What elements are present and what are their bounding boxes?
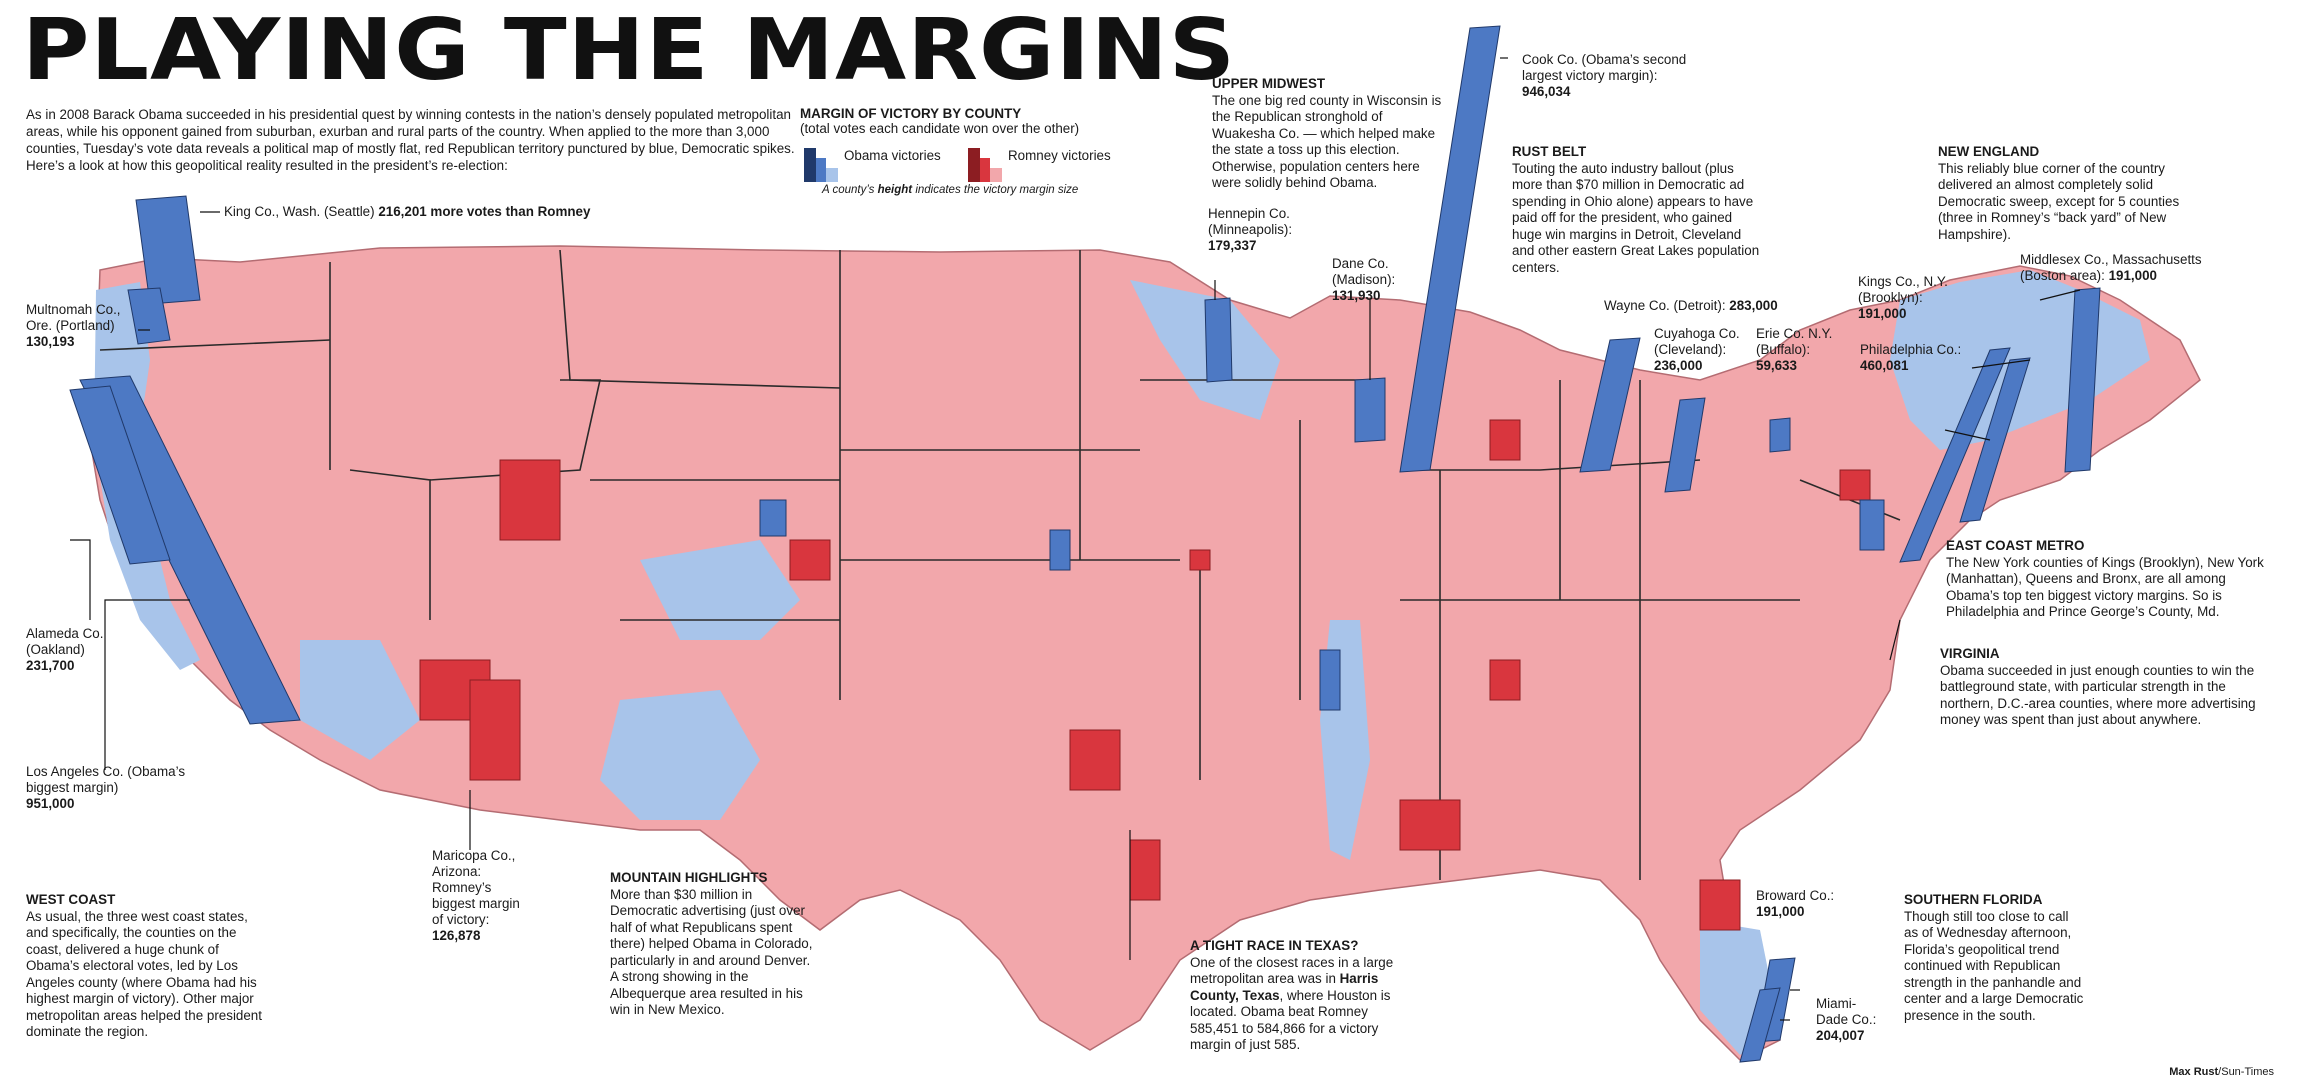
callout-hennepin-county: Hennepin Co. (Minneapolis): 179,337 bbox=[1208, 206, 1293, 253]
intro-paragraph: As in 2008 Barack Obama succeeded in his… bbox=[26, 107, 795, 173]
spike-wayne bbox=[1579, 337, 1641, 473]
spike-dane bbox=[1354, 377, 1386, 443]
note-upper-midwest: UPPER MIDWEST The one big red county in W… bbox=[1212, 76, 1442, 190]
callout-multnomah-county: Multnomah Co., Ore. (Portland) 130,193 bbox=[26, 302, 121, 349]
spike-hennepin bbox=[1204, 297, 1233, 383]
callout-maricopa-county: Maricopa Co., Arizona: Romney’s biggest … bbox=[432, 848, 520, 943]
callout-middlesex-county: Middlesex Co., Massachusetts (Boston are… bbox=[2020, 252, 2202, 283]
legend-title: MARGIN OF VICTORY BY COUNTY bbox=[800, 106, 1022, 121]
callout-philadelphia-county: Philadelphia Co.: 460,081 bbox=[1860, 342, 1962, 373]
obama-margin-spikes bbox=[69, 25, 2101, 1063]
callout-erie-county: Erie Co. N.Y. (Buffalo): 59,633 bbox=[1756, 326, 1833, 373]
note-west-coast: WEST COAST As usual, the three west coast… bbox=[26, 892, 262, 1039]
spike-kings bbox=[1959, 357, 2031, 523]
callout-cuyahoga-county: Cuyahoga Co. (Cleveland): 236,000 bbox=[1654, 326, 1740, 373]
note-mountain-highlights: MOUNTAIN HIGHLIGHTS More than $30 million… bbox=[610, 870, 813, 1017]
legend-romney-swatch bbox=[968, 148, 1002, 182]
callout-broward-county: Broward Co.: 191,000 bbox=[1756, 888, 1835, 919]
spike-erie bbox=[1769, 417, 1791, 453]
note-new-england: NEW ENGLAND This reliably blue corner of … bbox=[1938, 144, 2180, 242]
new-mexico-blue-region bbox=[600, 690, 760, 820]
legend-romney-label: Romney victories bbox=[1008, 148, 1111, 163]
spike-middlesex bbox=[2064, 287, 2101, 473]
note-virginia: VIRGINIA Obama succeeded in just enough c… bbox=[1940, 646, 2256, 727]
callout-los-angeles-county: Los Angeles Co. (Obama’s biggest margin)… bbox=[26, 764, 186, 811]
page-title: PLAYING THE MARGINS bbox=[22, 0, 1237, 100]
romney-county-blocks bbox=[419, 419, 1871, 931]
legend-obama-swatch bbox=[804, 148, 838, 182]
spike-miami-dade bbox=[1739, 987, 1781, 1063]
upper-midwest-blue-region bbox=[1130, 280, 1280, 420]
legend-obama-label: Obama victories bbox=[844, 148, 941, 163]
spike-king bbox=[135, 195, 201, 305]
callout-miami-dade-county: Miami-Dade Co.: 204,007 bbox=[1816, 996, 1877, 1043]
spike-cuyahoga bbox=[1664, 397, 1706, 493]
legend: MARGIN OF VICTORY BY COUNTY (total votes… bbox=[800, 106, 1120, 196]
callout-dane-county: Dane Co. (Madison): 131,930 bbox=[1332, 256, 1396, 303]
spike-cook bbox=[1399, 25, 1501, 473]
callout-kings-county: Kings Co., N.Y. (Brooklyn): 191,000 bbox=[1858, 274, 1948, 321]
spike-philadelphia bbox=[1899, 347, 2011, 563]
southwest-blue-region bbox=[300, 640, 420, 760]
note-southern-florida: SOUTHERN FLORIDA Though still too close t… bbox=[1904, 892, 2084, 1023]
note-east-coast-metro: EAST COAST METRO The New York counties of… bbox=[1946, 538, 2264, 619]
callout-king-county: King Co., Wash. (Seattle) 216,201 more v… bbox=[224, 204, 591, 219]
legend-subtitle: (total votes each candidate won over the… bbox=[800, 121, 1080, 136]
note-texas: A TIGHT RACE IN TEXAS? One of the closest… bbox=[1190, 938, 1394, 1052]
callout-wayne-county: Wayne Co. (Detroit): 283,000 bbox=[1604, 298, 1778, 313]
callout-leader-lines bbox=[70, 57, 2081, 1021]
callout-cook-county: Cook Co. (Obama’s second largest victory… bbox=[1522, 52, 1687, 99]
callout-alameda-county: Alameda Co. (Oakland) 231,700 bbox=[26, 626, 104, 673]
credit-line: Max Rust/Sun-Times bbox=[2169, 1066, 2274, 1078]
legend-row: Obama victories Romney victories bbox=[800, 142, 1120, 184]
note-rust-belt: RUST BELT Touting the auto industry ballo… bbox=[1512, 144, 1760, 275]
spike-alameda bbox=[69, 385, 171, 565]
legend-height-note: A county’s height indicates the victory … bbox=[822, 184, 1079, 196]
colorado-blue-region bbox=[640, 540, 800, 640]
